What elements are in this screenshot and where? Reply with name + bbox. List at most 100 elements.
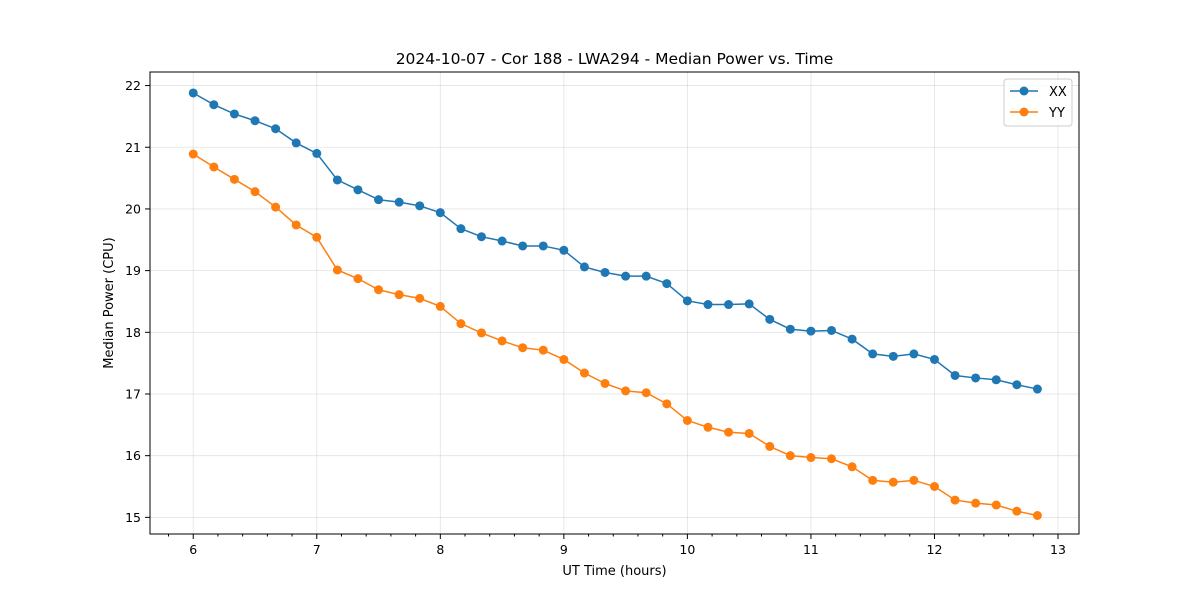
series-xx-point	[312, 148, 322, 158]
y-tick-label: 16	[125, 448, 141, 463]
series-yy-point	[744, 428, 754, 438]
series-yy-point	[1012, 506, 1022, 516]
series-yy-point	[600, 378, 610, 388]
series-yy-point	[518, 343, 528, 353]
series-xx-point	[229, 109, 239, 119]
series-xx-point	[744, 299, 754, 309]
series-yy-point	[394, 290, 404, 300]
series-yy-point	[765, 441, 775, 451]
series-yy-point	[724, 427, 734, 437]
y-tick-label: 18	[125, 325, 141, 340]
y-tick-label: 15	[125, 510, 141, 525]
series-yy-point	[250, 187, 260, 197]
series-yy-point	[1032, 510, 1042, 520]
series-yy-point	[827, 454, 837, 464]
series-yy-point	[559, 354, 569, 364]
series-xx-point	[1012, 380, 1022, 390]
series-xx-point	[950, 370, 960, 380]
series-yy-point	[909, 475, 919, 485]
series-xx-point	[497, 236, 507, 246]
series-xx-point	[929, 354, 939, 364]
series-xx-point	[827, 325, 837, 335]
y-tick-label: 17	[125, 386, 141, 401]
series-xx-point	[991, 375, 1001, 385]
x-tick-label: 13	[1050, 542, 1066, 557]
y-tick-label: 22	[125, 78, 141, 93]
series-yy-point	[291, 220, 301, 230]
series-xx-point	[415, 201, 425, 211]
series-xx-point	[868, 349, 878, 359]
series-xx-point	[394, 197, 404, 207]
y-axis-label: Median Power (CPU)	[102, 237, 117, 368]
series-yy-point	[415, 293, 425, 303]
y-tick-label: 20	[125, 201, 141, 216]
series-yy-point	[929, 482, 939, 492]
series-yy-point	[456, 319, 466, 329]
chart-title: 2024-10-07 - Cor 188 - LWA294 - Median P…	[396, 50, 834, 68]
series-yy-point	[579, 368, 589, 378]
series-yy-point	[229, 174, 239, 184]
series-xx-point	[806, 326, 816, 336]
series-yy-point	[209, 162, 219, 172]
series-xx-point	[374, 195, 384, 205]
y-tick-label: 21	[125, 140, 141, 155]
series-xx-point	[765, 314, 775, 324]
legend: XX YY	[1003, 78, 1073, 127]
series-xx-point	[271, 124, 281, 134]
series-yy-point	[312, 232, 322, 242]
series-xx-point	[332, 175, 342, 185]
series-yy-point	[435, 301, 445, 311]
series-xx-point	[662, 279, 672, 289]
y-axis: 15 16 17 18 19 20 21 22	[125, 78, 150, 525]
x-axis-label: UT Time (hours)	[562, 564, 666, 579]
series-yy-point	[497, 336, 507, 346]
plot-frame	[149, 71, 1080, 535]
grid-lines	[150, 72, 1079, 534]
x-tick-label: 12	[927, 542, 943, 557]
x-axis: 6 7 8 9 10 11 12 13	[168, 534, 1066, 557]
series-xx-point	[579, 262, 589, 272]
y-tick-label: 19	[125, 263, 141, 278]
series-xx-point	[847, 334, 857, 344]
series-xx-point	[353, 185, 363, 195]
legend-xx-marker	[1019, 86, 1029, 96]
series-yy-point	[703, 422, 713, 432]
series-xx-point	[291, 138, 301, 148]
series-xx-point	[682, 296, 692, 306]
series-xx-point	[435, 208, 445, 218]
series-xx-point	[209, 100, 219, 110]
series-yy-point	[271, 202, 281, 212]
legend-yy-label: YY	[1048, 106, 1065, 121]
series-xx-point	[456, 224, 466, 234]
series-xx-point	[621, 271, 631, 281]
series-yy-point	[868, 475, 878, 485]
series-yy-point	[806, 453, 816, 463]
x-tick-label: 6	[189, 542, 197, 557]
series-xx-point	[703, 300, 713, 310]
series-yy-point	[888, 477, 898, 487]
series-layer	[188, 88, 1042, 520]
series-xx-point	[971, 373, 981, 383]
series-xx	[188, 88, 1042, 394]
series-yy-point	[847, 462, 857, 472]
series-yy-point	[353, 274, 363, 284]
series-yy-point	[950, 495, 960, 505]
series-yy	[188, 149, 1042, 520]
series-xx-point	[538, 241, 548, 251]
series-yy-point	[991, 500, 1001, 510]
series-xx-point	[188, 88, 198, 98]
series-xx-point	[888, 351, 898, 361]
series-xx-point	[641, 271, 651, 281]
series-xx-point	[1032, 384, 1042, 394]
x-tick-label: 8	[436, 542, 444, 557]
series-yy-point	[641, 388, 651, 398]
legend-yy-marker	[1019, 107, 1029, 117]
series-yy-point	[621, 386, 631, 396]
legend-xx-label: XX	[1049, 85, 1067, 100]
series-yy-point	[682, 416, 692, 426]
series-yy-point	[476, 328, 486, 338]
series-yy-point	[374, 285, 384, 295]
series-xx-point	[518, 241, 528, 251]
series-xx-point	[559, 245, 569, 255]
